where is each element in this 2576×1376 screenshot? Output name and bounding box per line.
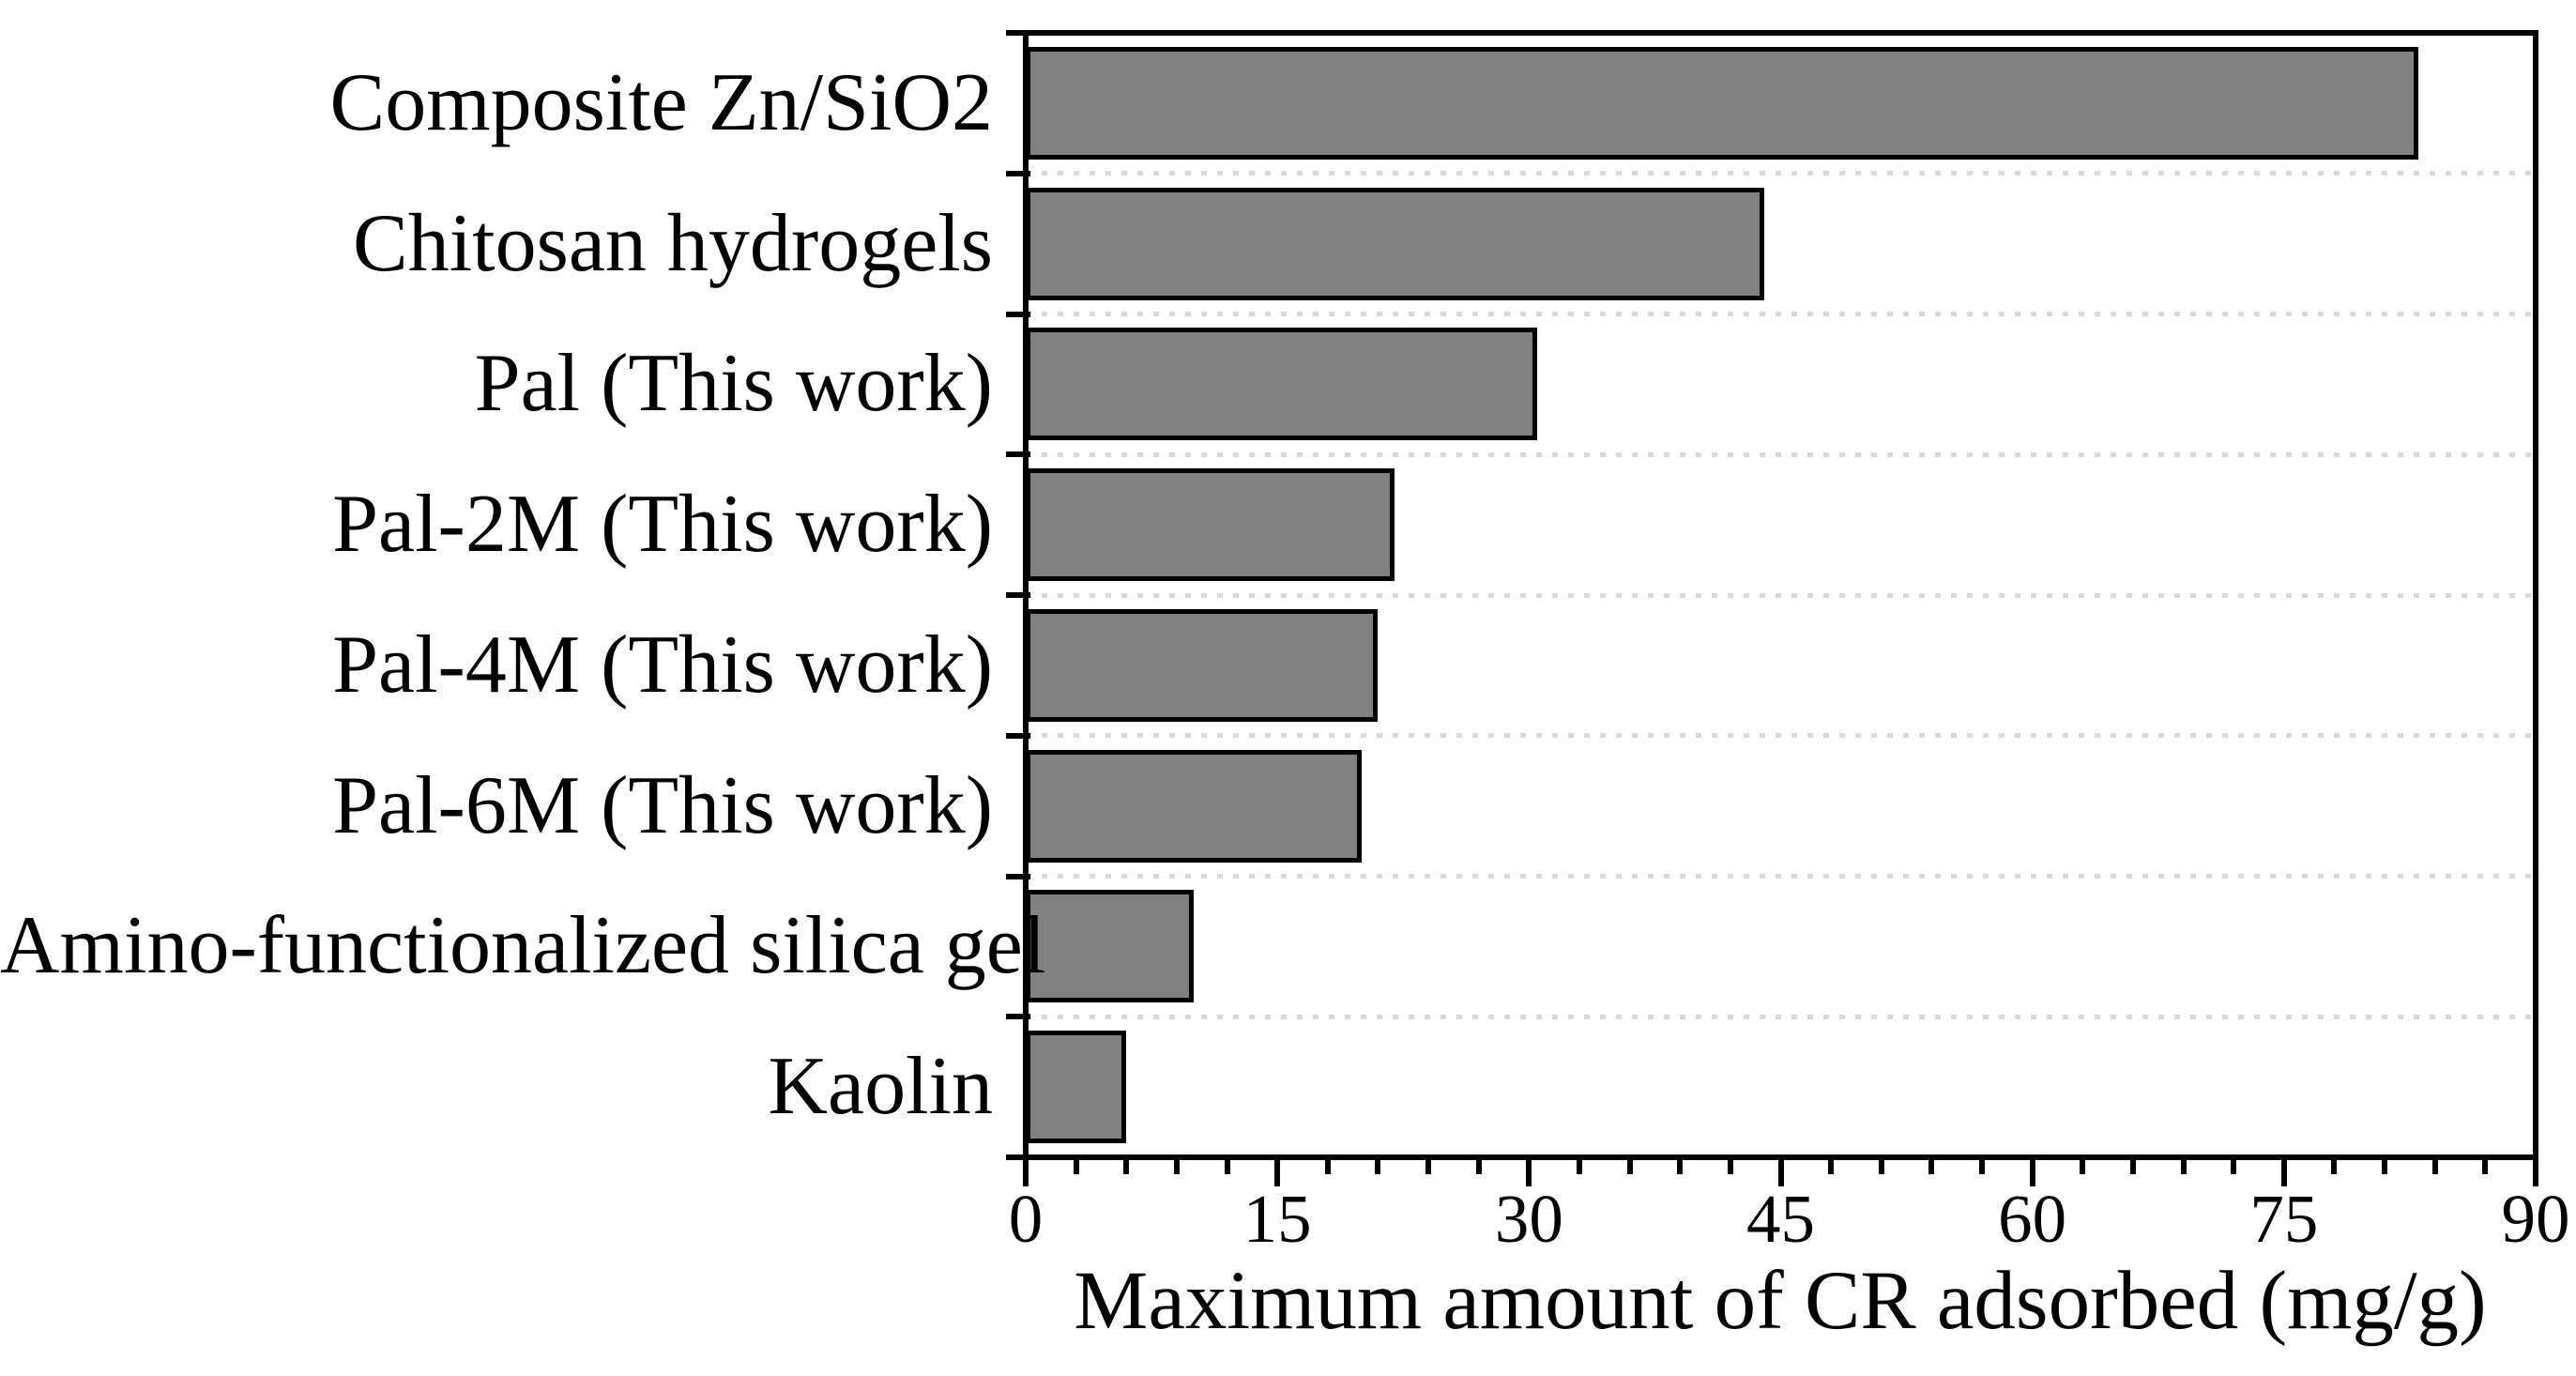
- x-tick-label: 30: [1494, 1181, 1563, 1257]
- x-minor-tick: [2331, 1160, 2338, 1174]
- category-label: Chitosan hydrogels: [353, 197, 993, 289]
- category-label: Pal-6M (This work): [332, 759, 993, 851]
- x-axis-title: Maximum amount of CR adsorbed (mg/g): [1074, 1255, 2487, 1347]
- x-minor-tick: [1375, 1160, 1381, 1174]
- category-boundary-tick: [1006, 170, 1030, 176]
- x-minor-tick: [1475, 1160, 1482, 1174]
- x-major-tick: [1274, 1160, 1281, 1186]
- category-label: Composite Zn/SiO2: [329, 56, 994, 148]
- category-label: Kaolin: [768, 1041, 993, 1133]
- x-tick-label: 60: [1998, 1181, 2067, 1257]
- x-minor-tick: [2482, 1160, 2489, 1174]
- x-minor-tick: [1626, 1160, 1633, 1174]
- x-minor-tick: [1425, 1160, 1432, 1174]
- x-major-tick: [2280, 1160, 2287, 1186]
- bar: [1026, 890, 1194, 1003]
- x-major-tick: [1777, 1160, 1784, 1186]
- x-minor-tick: [1828, 1160, 1835, 1174]
- x-tick-label: 75: [2249, 1181, 2319, 1257]
- category-boundary-tick: [1006, 732, 1030, 739]
- category-boundary-tick: [1006, 311, 1030, 317]
- bar: [1026, 749, 1362, 863]
- x-minor-tick: [1173, 1160, 1180, 1174]
- category-separator-gridline: [1026, 874, 2536, 879]
- category-separator-gridline: [1026, 592, 2536, 598]
- bar: [1026, 608, 1379, 722]
- x-major-tick: [2533, 1160, 2538, 1186]
- x-minor-tick: [1677, 1160, 1684, 1174]
- bar: [1026, 187, 1764, 300]
- x-minor-tick: [1878, 1160, 1884, 1174]
- category-separator-gridline: [1026, 1014, 2536, 1019]
- x-major-tick: [2029, 1160, 2035, 1186]
- x-tick-label: 15: [1242, 1181, 1312, 1257]
- category-separator-gridline: [1026, 451, 2536, 457]
- x-minor-tick: [1979, 1160, 1986, 1174]
- x-minor-tick: [2180, 1160, 2187, 1174]
- x-minor-tick: [2129, 1160, 2136, 1174]
- x-minor-tick: [2382, 1160, 2388, 1174]
- x-tick-label: 90: [2501, 1181, 2570, 1257]
- x-major-tick: [1023, 1160, 1029, 1186]
- category-boundary-tick: [1006, 592, 1030, 598]
- category-boundary-tick: [1006, 451, 1030, 458]
- category-boundary-tick: [1006, 873, 1030, 879]
- x-minor-tick: [1324, 1160, 1331, 1174]
- bar: [1026, 468, 1395, 582]
- category-boundary-tick: [1006, 1154, 1030, 1160]
- x-minor-tick: [1928, 1160, 1935, 1174]
- bar: [1026, 46, 2418, 160]
- x-minor-tick: [1727, 1160, 1733, 1174]
- x-minor-tick: [1073, 1160, 1079, 1174]
- category-boundary-tick: [1006, 30, 1030, 36]
- x-minor-tick: [1224, 1160, 1230, 1174]
- category-label: Pal-2M (This work): [332, 479, 993, 571]
- category-separator-gridline: [1026, 312, 2536, 316]
- x-minor-tick: [2431, 1160, 2438, 1174]
- x-tick-label: 45: [1746, 1181, 1815, 1257]
- category-separator-gridline: [1026, 733, 2536, 739]
- category-boundary-tick: [1006, 1014, 1030, 1020]
- x-minor-tick: [1576, 1160, 1582, 1174]
- category-label: Pal (This work): [474, 338, 993, 430]
- category-label: Amino-functionalized silica gel: [0, 900, 1046, 992]
- category-separator-gridline: [1026, 171, 2536, 176]
- x-major-tick: [1526, 1160, 1532, 1186]
- category-label: Pal-4M (This work): [332, 619, 993, 711]
- x-minor-tick: [1123, 1160, 1130, 1174]
- x-minor-tick: [2231, 1160, 2237, 1174]
- bar: [1026, 328, 1538, 441]
- x-minor-tick: [2080, 1160, 2086, 1174]
- x-tick-label: 0: [1008, 1181, 1044, 1257]
- bar: [1026, 1031, 1127, 1144]
